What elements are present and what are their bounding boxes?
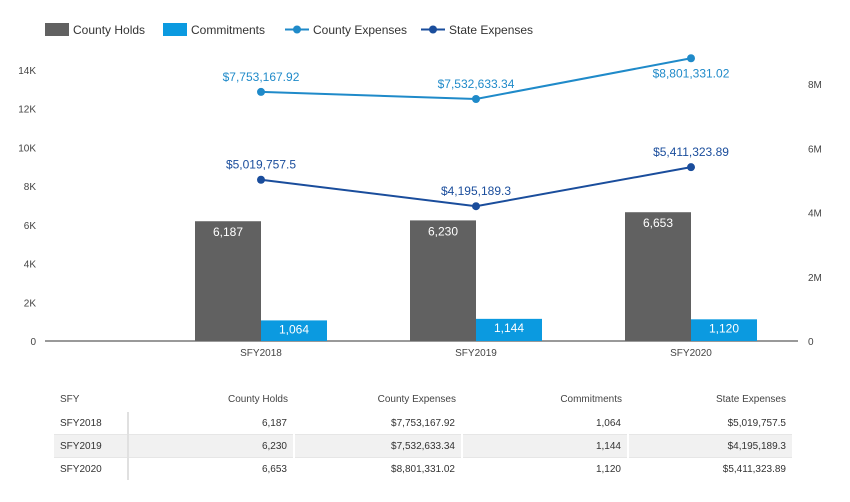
county-expenses-data-label: $7,753,167.92 (223, 70, 300, 84)
legend-commitments-swatch[interactable] (163, 23, 187, 36)
county-expenses-point[interactable] (472, 95, 480, 104)
left-axis-tick-label: 0 (30, 337, 36, 348)
table-cell-state-expenses: $4,195,189.3 (627, 434, 792, 458)
county-expenses-data-label: $7,532,633.34 (438, 77, 515, 91)
state-expenses-data-label: $4,195,189.3 (441, 184, 511, 198)
table-row: SFY2020 6,653 $8,801,331.02 1,120 $5,411… (54, 457, 792, 480)
table-header-state-expenses[interactable]: State Expenses (628, 388, 792, 412)
data-table-container: SFY County Holds County Expenses Commitm… (54, 388, 792, 480)
table-cell-county-expenses: $7,753,167.92 (293, 410, 462, 435)
legend-commitments-label[interactable]: Commitments (191, 23, 265, 37)
legend-state-expenses-label[interactable]: State Expenses (449, 23, 533, 37)
table-cell-commitments: 1,120 (461, 457, 628, 480)
legend-county-holds-swatch[interactable] (45, 23, 69, 36)
combo-chart: 0 2K 4K 6K 8K 10K 12K 14K 0 2M 4M 6M 8M 6,187 6,230 6,6… (18, 23, 822, 359)
right-axis-tick-label: 2M (808, 273, 822, 284)
commitments-data-label: 1,064 (279, 322, 309, 336)
left-axis-tick-label: 4K (24, 260, 37, 271)
county-holds-data-label: 6,230 (428, 224, 458, 238)
left-axis-tick-label: 2K (24, 298, 37, 309)
commitments-data-label: 1,144 (494, 321, 524, 335)
table-cell-county-expenses: $8,801,331.02 (293, 457, 462, 480)
legend-state-expenses-swatch-marker[interactable] (429, 25, 437, 34)
left-axis-tick-label: 6K (24, 221, 37, 232)
table-row: SFY2019 6,230 $7,532,633.34 1,144 $4,195… (54, 434, 792, 458)
county-expenses-point[interactable] (687, 54, 695, 63)
table-header-row: SFY County Holds County Expenses Commitm… (54, 388, 792, 412)
data-table: SFY County Holds County Expenses Commitm… (54, 388, 792, 480)
table-header-commitments[interactable]: Commitments (462, 388, 628, 412)
county-expenses-data-label: $8,801,331.02 (653, 66, 730, 80)
table-cell-sfy: SFY2020 (54, 457, 129, 480)
right-axis-tick-label: 8M (808, 80, 822, 91)
left-axis-tick-label: 14K (18, 66, 36, 77)
x-axis-tick-label: SFY2018 (240, 348, 282, 359)
county-holds-data-label: 6,187 (213, 225, 243, 239)
county-holds-bar[interactable] (625, 212, 691, 341)
table-cell-state-expenses: $5,019,757.5 (627, 410, 792, 435)
county-holds-bar[interactable] (410, 220, 476, 341)
state-expenses-point[interactable] (257, 175, 265, 184)
right-axis-tick-label: 0 (808, 337, 814, 348)
state-expenses-point[interactable] (687, 163, 695, 172)
right-axis-tick-label: 4M (808, 209, 822, 220)
state-expenses-data-label: $5,411,323.89 (653, 145, 729, 159)
commitments-bar[interactable] (261, 320, 327, 341)
table-cell-county-holds: 6,653 (127, 457, 294, 480)
table-header-county-holds[interactable]: County Holds (128, 388, 294, 412)
table-cell-state-expenses: $5,411,323.89 (627, 457, 792, 480)
x-axis-tick-label: SFY2019 (455, 348, 497, 359)
commitments-bar[interactable] (476, 318, 542, 341)
table-header-county-expenses[interactable]: County Expenses (294, 388, 462, 412)
table-cell-county-expenses: $7,532,633.34 (293, 434, 462, 458)
table-header-sfy[interactable]: SFY (54, 388, 128, 412)
legend-county-holds-label[interactable]: County Holds (73, 23, 145, 37)
state-expenses-data-label: $5,019,757.5 (226, 158, 296, 172)
county-expenses-point[interactable] (257, 87, 265, 96)
x-axis-tick-label: SFY2020 (670, 348, 712, 359)
county-holds-data-label: 6,653 (643, 216, 673, 230)
table-cell-sfy: SFY2019 (54, 434, 129, 458)
left-axis-tick-label: 12K (18, 105, 36, 116)
left-axis-tick-label: 8K (24, 182, 37, 193)
table-row: SFY2018 6,187 $7,753,167.92 1,064 $5,019… (54, 410, 792, 435)
county-holds-bar[interactable] (195, 221, 261, 341)
table-cell-sfy: SFY2018 (54, 410, 129, 435)
right-axis-tick-label: 6M (808, 144, 822, 155)
legend-county-expenses-swatch-marker[interactable] (293, 25, 301, 34)
state-expenses-point[interactable] (472, 202, 480, 211)
left-axis-tick-label: 10K (18, 143, 36, 154)
table-cell-county-holds: 6,230 (127, 434, 294, 458)
legend-county-expenses-label[interactable]: County Expenses (313, 23, 407, 37)
commitments-bar[interactable] (691, 319, 757, 341)
table-cell-commitments: 1,144 (461, 434, 628, 458)
table-cell-commitments: 1,064 (461, 410, 628, 435)
table-cell-county-holds: 6,187 (127, 410, 294, 435)
commitments-data-label: 1,120 (709, 321, 739, 335)
